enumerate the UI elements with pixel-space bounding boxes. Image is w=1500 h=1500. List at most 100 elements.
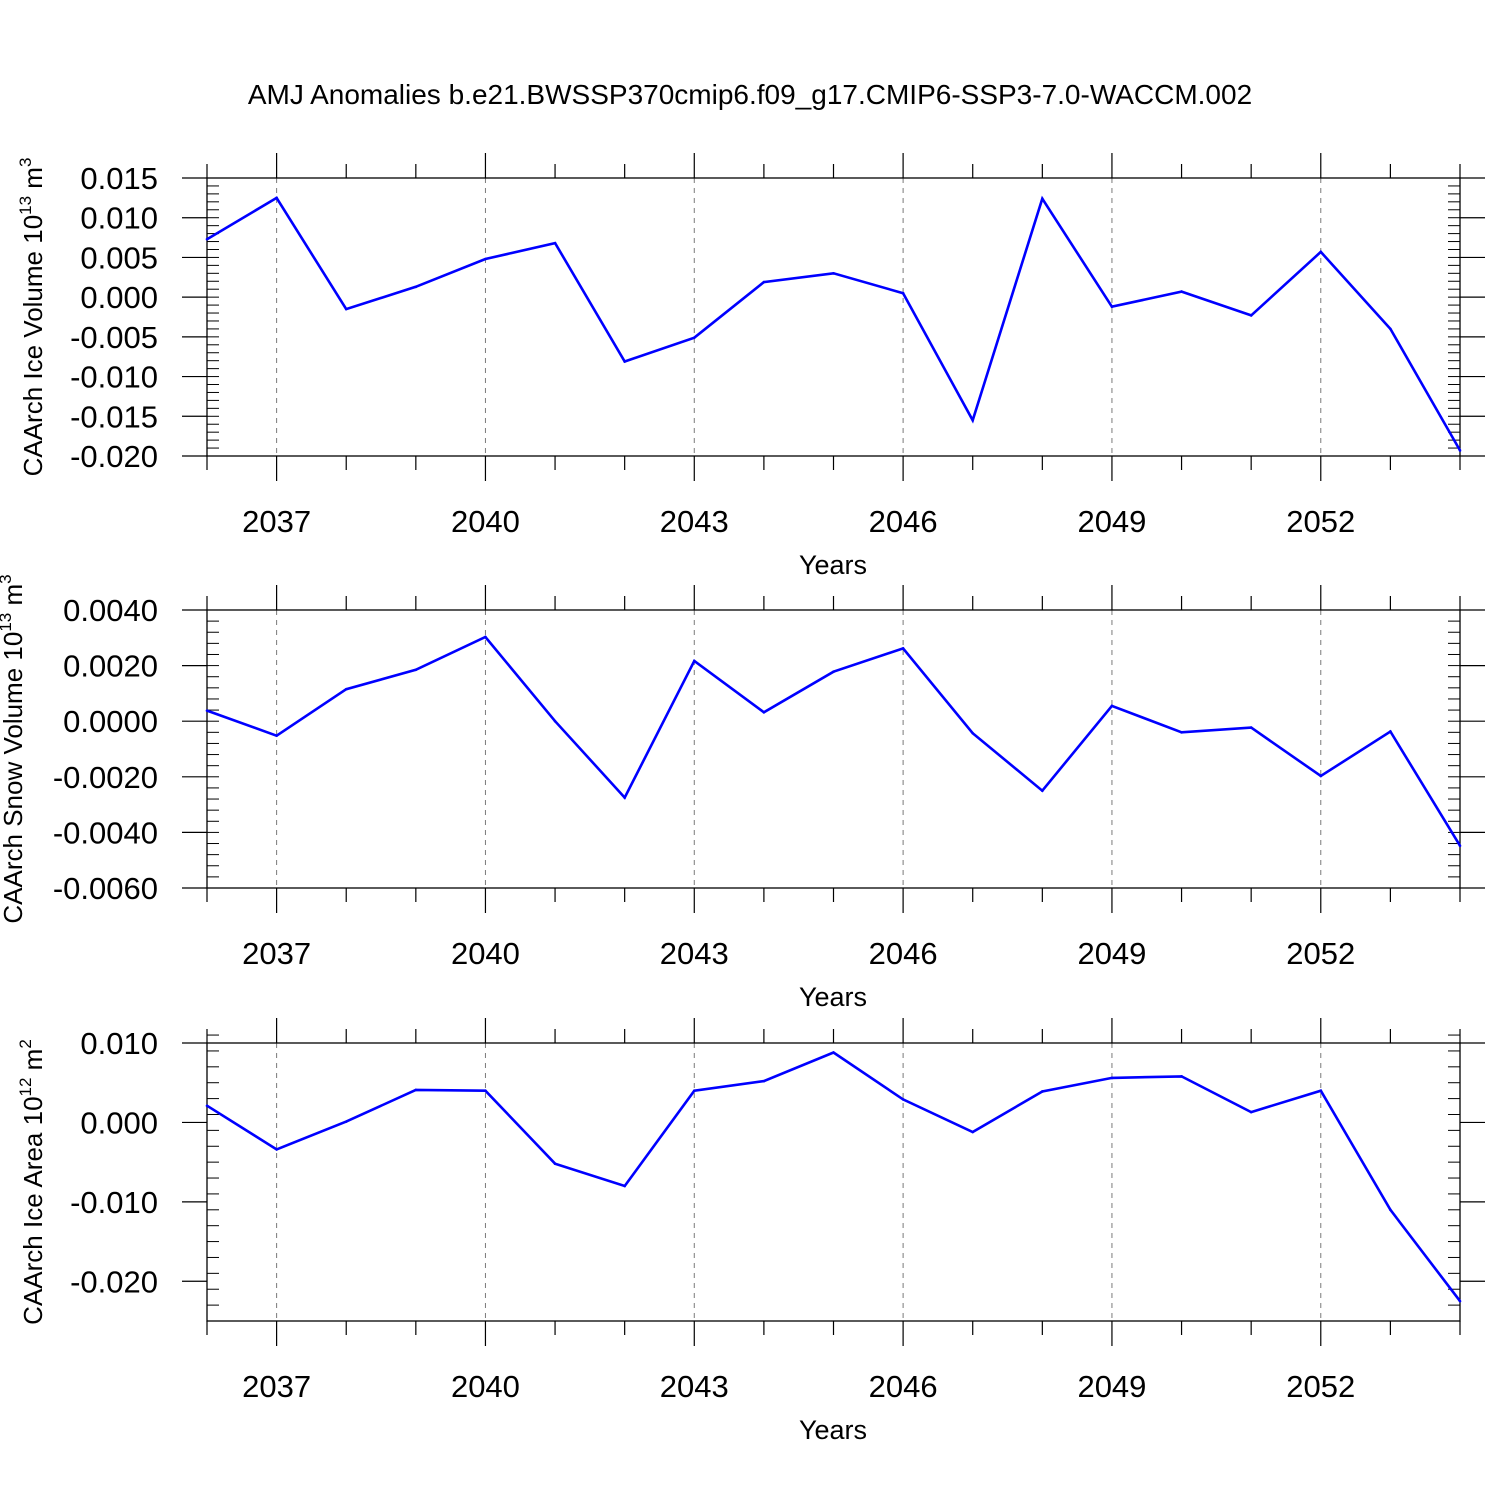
x-tick-label: 2040: [451, 936, 520, 971]
data-point: [692, 659, 696, 663]
y-tick-label: -0.010: [70, 360, 158, 395]
data-point: [1180, 731, 1183, 734]
x-tick-label: 2043: [660, 504, 729, 539]
data-point: [484, 635, 487, 639]
data-point: [1458, 449, 1462, 452]
data-point: [692, 336, 696, 339]
y-tick-label: 0.000: [80, 280, 158, 315]
data-point: [484, 257, 487, 261]
x-tick-label: 2052: [1286, 936, 1355, 971]
x-tick-label: 2043: [660, 1369, 729, 1404]
x-tick-label: 2049: [1077, 936, 1146, 971]
plot-frame: [206, 609, 1461, 889]
data-point: [1041, 197, 1044, 200]
data-point: [971, 418, 975, 422]
data-point: [971, 1130, 975, 1134]
data-point: [832, 272, 835, 275]
x-tick-label: 2049: [1077, 504, 1146, 539]
x-tick-label: 2046: [869, 1369, 938, 1404]
data-point: [1458, 1299, 1462, 1303]
y-tick-label: 0.010: [80, 1026, 158, 1061]
y-tick-label: 0.010: [80, 201, 158, 236]
data-point: [1319, 250, 1323, 254]
data-point: [1458, 844, 1462, 848]
chart-panel-3: -0.020 -0.010 0.000 0.010 2037 2040 2043 2046 20…: [16, 1018, 1485, 1445]
data-point: [344, 687, 348, 691]
data-point: [1249, 1110, 1253, 1114]
data-point: [275, 1148, 278, 1151]
data-point: [1319, 774, 1323, 778]
series-line: [206, 1051, 1462, 1302]
data-point: [205, 1104, 209, 1108]
data-point: [1180, 290, 1183, 293]
y-tick-label: 0.0040: [63, 593, 158, 628]
series-line: [206, 635, 1462, 847]
y-tick-label: -0.005: [70, 320, 158, 355]
data-point: [553, 719, 557, 723]
y-tick-label: -0.020: [70, 439, 158, 474]
data-point: [762, 711, 766, 714]
data-point: [901, 1098, 905, 1101]
x-tick-label: 2049: [1077, 1369, 1146, 1404]
x-tick-label: 2037: [242, 504, 311, 539]
data-point: [1110, 704, 1114, 708]
data-point: [1041, 1090, 1044, 1093]
x-tick-label: 2046: [869, 936, 938, 971]
data-point: [1389, 730, 1392, 733]
y-tick-label: 0.015: [80, 161, 158, 196]
x-axis-label: Years: [799, 1415, 867, 1445]
data-point: [1041, 789, 1044, 792]
x-tick-label: 2046: [869, 504, 938, 539]
series-line: [206, 195, 1462, 452]
data-point: [1389, 1208, 1392, 1212]
x-tick-label: 2037: [242, 936, 311, 971]
data-point: [623, 1184, 626, 1188]
x-tick-label: 2040: [451, 1369, 520, 1404]
y-tick-label: -0.0060: [53, 871, 158, 906]
data-point: [901, 291, 905, 295]
data-point: [275, 196, 278, 200]
y-tick-label: 0.0000: [63, 704, 158, 739]
data-point: [553, 1162, 557, 1166]
data-point: [1389, 327, 1392, 331]
data-point: [414, 285, 418, 289]
data-point: [414, 668, 418, 672]
chart-panel-2: -0.0060 -0.0040 -0.0020 0.0000 0.0020 0.0040 2…: [0, 574, 1485, 1012]
x-tick-label: 2040: [451, 504, 520, 539]
data-point: [553, 241, 557, 245]
plot-frame: [206, 1042, 1461, 1322]
figure-title: AMJ Anomalies b.e21.BWSSP370cmip6.f09_g1…: [248, 79, 1252, 110]
plot-frame: [206, 177, 1461, 457]
y-tick-label: -0.015: [70, 399, 158, 434]
y-tick-label: 0.005: [80, 240, 158, 275]
y-tick-label: -0.0020: [53, 760, 158, 795]
data-point: [414, 1088, 418, 1092]
data-point: [901, 647, 905, 650]
data-point: [762, 1079, 766, 1083]
data-point: [1249, 726, 1253, 729]
y-tick-label: 0.000: [80, 1105, 158, 1140]
y-tick-label: -0.0040: [53, 815, 158, 850]
data-point: [205, 709, 209, 712]
data-point: [1319, 1089, 1323, 1092]
y-tick-label: -0.010: [70, 1185, 158, 1220]
data-point: [762, 280, 766, 284]
data-point: [1180, 1075, 1183, 1078]
x-tick-label: 2043: [660, 936, 729, 971]
data-point: [832, 670, 835, 674]
y-axis-label: CAArch Snow Volume 1013 m3: [0, 574, 28, 923]
data-point: [344, 307, 348, 311]
x-axis-label: Years: [799, 982, 867, 1012]
x-tick-label: 2052: [1286, 1369, 1355, 1404]
x-axis-label: Years: [799, 550, 867, 580]
data-point: [971, 731, 975, 735]
data-point: [623, 360, 626, 363]
data-point: [623, 796, 626, 799]
data-point: [484, 1089, 487, 1092]
y-axis-label: CAArch Ice Area 1012 m2: [16, 1039, 48, 1325]
data-point: [832, 1051, 835, 1054]
data-point: [1110, 1076, 1114, 1080]
y-tick-label: 0.0020: [63, 649, 158, 684]
data-point: [1110, 305, 1114, 308]
